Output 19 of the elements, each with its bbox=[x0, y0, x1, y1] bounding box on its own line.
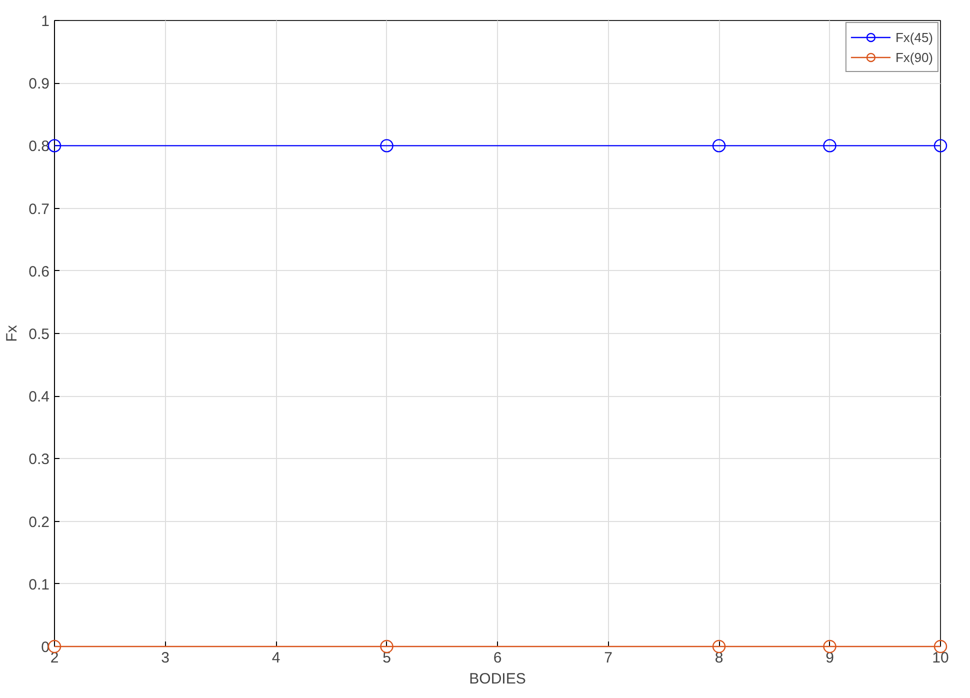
legend-label: Fx(45) bbox=[895, 30, 933, 44]
legend-label: Fx(90) bbox=[895, 50, 933, 64]
x-tick-label: 4 bbox=[272, 650, 280, 666]
x-tick-label: 3 bbox=[161, 650, 170, 666]
y-tick-label: 0.7 bbox=[28, 200, 50, 218]
y-axis-title: Fx bbox=[4, 324, 21, 342]
x-axis-title: BODIES bbox=[469, 670, 526, 688]
y-tick-label: 0.9 bbox=[28, 76, 50, 93]
y-tick-label: 0.4 bbox=[28, 388, 50, 406]
y-tick-label: 0.6 bbox=[28, 263, 50, 280]
y-tick-label: 0.1 bbox=[28, 576, 50, 594]
y-tick-label: 0.3 bbox=[28, 451, 50, 468]
y-tick-label: 0.8 bbox=[28, 138, 50, 156]
y-tick-label: 1 bbox=[41, 13, 50, 30]
x-tick-label: 6 bbox=[493, 650, 502, 666]
y-tick-label: 0.5 bbox=[28, 326, 50, 343]
y-tick-label: 0.2 bbox=[28, 514, 50, 531]
x-tick-label: 7 bbox=[604, 650, 612, 666]
x-tick-label: 10 bbox=[932, 650, 949, 666]
